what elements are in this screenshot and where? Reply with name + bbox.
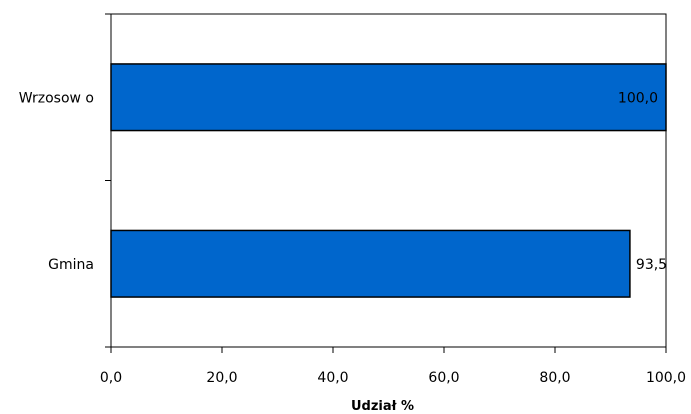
bar-gmina	[110, 229, 631, 298]
bar-wrzosowo	[110, 63, 667, 132]
category-label-gmina: Gmina	[48, 257, 94, 273]
data-label-wrzosowo: 100,0	[618, 90, 658, 106]
x-tick-label: 80,0	[539, 370, 570, 386]
x-tick-label: 60,0	[428, 370, 459, 386]
x-tick-label: 20,0	[206, 370, 237, 386]
x-tick-label: 40,0	[317, 370, 348, 386]
x-axis-title: Udział %	[351, 399, 414, 414]
category-label-wrzosowo: Wrzosow o	[19, 90, 94, 106]
x-tick-label: 100,0	[646, 370, 686, 386]
data-label-gmina: 93,5	[636, 257, 667, 273]
x-tick-label: 0,0	[100, 370, 122, 386]
